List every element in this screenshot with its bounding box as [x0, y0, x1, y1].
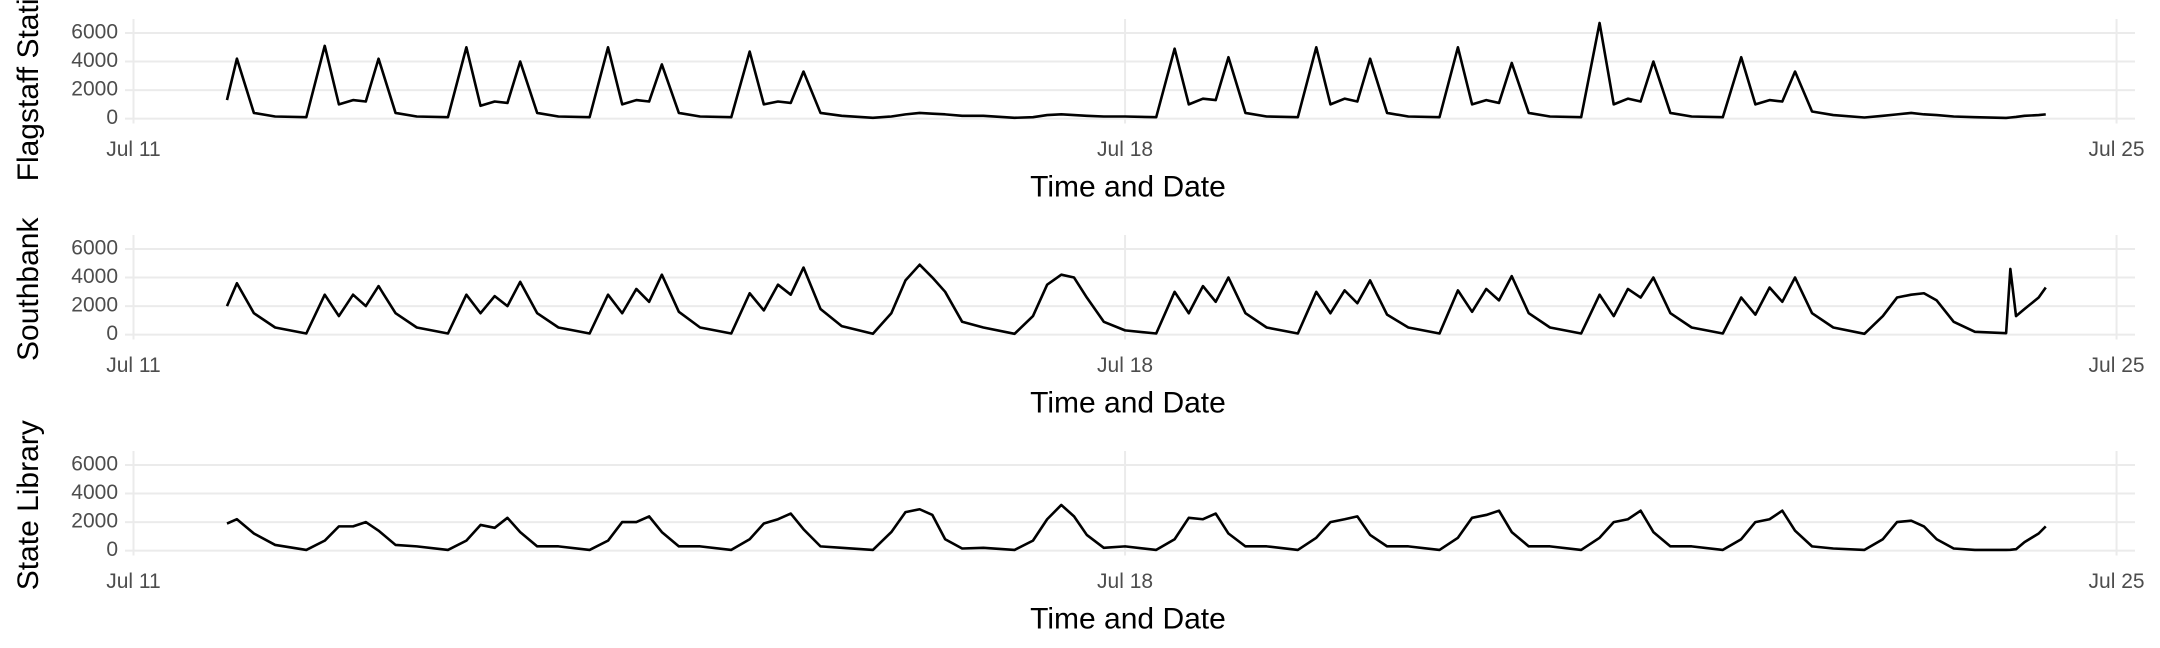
data-line [226, 503, 2047, 552]
x-axis-title: Time and Date [1030, 602, 1226, 635]
y-tick-label: 6000 [71, 21, 118, 44]
x-axis-title: Time and Date [1030, 386, 1226, 419]
panel: 0 2000 4000 6000 Jul 11 Jul 18 Jul 25 Time and … [12, 217, 2145, 420]
y-tick-label: 2000 [71, 294, 118, 317]
y-axis-title: Southbank [12, 217, 45, 361]
y-tick-label: 2000 [71, 78, 118, 101]
y-tick-label: 2000 [71, 510, 118, 533]
data-line [225, 21, 2046, 120]
x-tick-label: Jul 18 [1097, 570, 1153, 593]
y-axis-title: Flagstaff Station [12, 0, 45, 181]
y-tick-label: 0 [106, 106, 118, 129]
x-tick-label: Jul 11 [106, 138, 160, 161]
y-tick-label: 0 [106, 538, 118, 561]
panel: 0 2000 4000 6000 Jul 11 Jul 18 Jul 25 Time and … [12, 0, 2145, 203]
x-tick-label: Jul 25 [2089, 138, 2145, 161]
x-tick-label: Jul 18 [1097, 354, 1153, 377]
y-tick-label: 6000 [71, 453, 118, 476]
x-tick-label: Jul 18 [1097, 138, 1153, 161]
y-tick-label: 4000 [71, 481, 118, 504]
x-tick-label: Jul 25 [2089, 570, 2145, 593]
y-tick-label: 0 [106, 322, 118, 345]
x-axis-title: Time and Date [1030, 170, 1226, 203]
panel: 0 2000 4000 6000 Jul 11 Jul 18 Jul 25 Time and … [12, 420, 2145, 635]
y-tick-label: 6000 [71, 237, 118, 260]
x-tick-label: Jul 25 [2089, 354, 2145, 377]
x-tick-label: Jul 11 [106, 570, 160, 593]
x-tick-label: Jul 11 [106, 354, 160, 377]
data-line [225, 263, 2047, 336]
y-tick-label: 4000 [71, 265, 118, 288]
y-tick-label: 4000 [71, 49, 118, 72]
y-axis-title: State Library [12, 420, 45, 590]
